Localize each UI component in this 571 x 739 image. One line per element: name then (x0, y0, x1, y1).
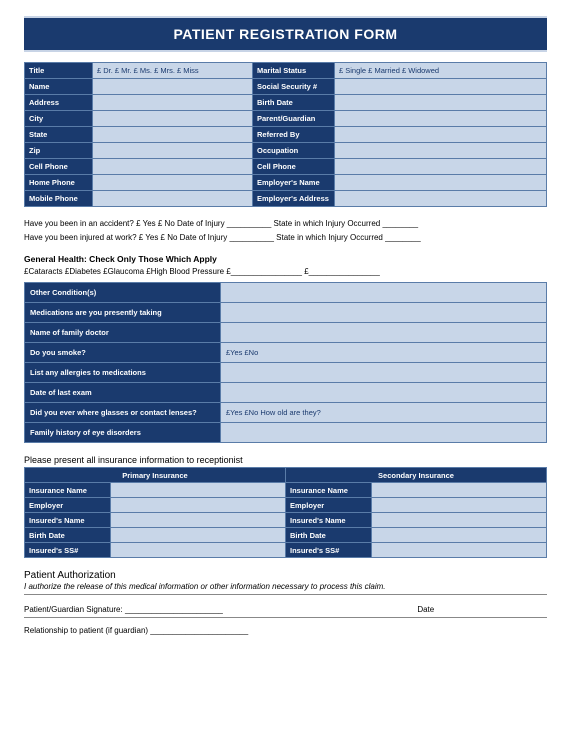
field-label: Birth Date (253, 95, 335, 111)
health-checkboxes[interactable]: £Cataracts £Diabetes £Glaucoma £High Blo… (24, 267, 547, 276)
health-value[interactable] (221, 423, 547, 443)
field-label: Mobile Phone (25, 191, 93, 207)
field-value[interactable] (93, 191, 253, 207)
field-value[interactable] (93, 159, 253, 175)
ins-value[interactable] (110, 513, 285, 528)
health-label: Family history of eye disorders (25, 423, 221, 443)
field-value[interactable] (335, 175, 547, 191)
ins-value[interactable] (371, 483, 546, 498)
ins-label: Birth Date (285, 528, 371, 543)
ins-label: Insurance Name (25, 483, 111, 498)
field-label: Referred By (253, 127, 335, 143)
authorization-text: I authorize the release of this medical … (24, 582, 547, 595)
health-label: Date of last exam (25, 383, 221, 403)
field-value[interactable] (93, 175, 253, 191)
health-value[interactable] (221, 383, 547, 403)
ins-value[interactable] (110, 543, 285, 558)
field-label: Zip (25, 143, 93, 159)
authorization-header: Patient Authorization (24, 570, 547, 581)
secondary-insurance-header: Secondary Insurance (285, 468, 546, 483)
field-label: Home Phone (25, 175, 93, 191)
primary-insurance-header: Primary Insurance (25, 468, 286, 483)
ins-label: Employer (285, 498, 371, 513)
field-value[interactable] (93, 143, 253, 159)
field-label: Social Security # (253, 79, 335, 95)
field-value[interactable] (93, 111, 253, 127)
field-label: Cell Phone (253, 159, 335, 175)
ins-label: Employer (25, 498, 111, 513)
general-health-header: General Health: Check Only Those Which A… (24, 254, 547, 264)
ins-value[interactable] (110, 528, 285, 543)
field-value[interactable] (335, 143, 547, 159)
ins-value[interactable] (371, 498, 546, 513)
health-value[interactable] (221, 283, 547, 303)
field-label: State (25, 127, 93, 143)
field-label: Title (25, 63, 93, 79)
patient-info-table: Title£ Dr. £ Mr. £ Ms. £ Mrs. £ MissMari… (24, 62, 547, 207)
question-work-injury: Have you been injured at work? £ Yes £ N… (24, 231, 547, 245)
field-label: Marital Status (253, 63, 335, 79)
field-value[interactable] (335, 191, 547, 207)
field-value[interactable] (335, 79, 547, 95)
field-label: Occupation (253, 143, 335, 159)
ins-label: Birth Date (25, 528, 111, 543)
field-value[interactable] (335, 127, 547, 143)
ins-value[interactable] (371, 513, 546, 528)
field-label: Employer's Name (253, 175, 335, 191)
field-label: City (25, 111, 93, 127)
field-label: Parent/Guardian (253, 111, 335, 127)
ins-value[interactable] (110, 483, 285, 498)
field-value[interactable] (335, 95, 547, 111)
field-label: Address (25, 95, 93, 111)
field-value[interactable] (93, 95, 253, 111)
field-value[interactable] (93, 79, 253, 95)
health-label: List any allergies to medications (25, 363, 221, 383)
health-value[interactable] (221, 363, 547, 383)
ins-label: Insurance Name (285, 483, 371, 498)
field-value[interactable] (335, 111, 547, 127)
field-value[interactable]: £ Dr. £ Mr. £ Ms. £ Mrs. £ Miss (93, 63, 253, 79)
field-value[interactable] (93, 127, 253, 143)
field-label: Name (25, 79, 93, 95)
ins-label: Insured's SS# (285, 543, 371, 558)
field-label: Employer's Address (253, 191, 335, 207)
relationship-label[interactable]: Relationship to patient (if guardian) __… (24, 626, 547, 635)
ins-label: Insured's Name (285, 513, 371, 528)
health-label: Medications are you presently taking (25, 303, 221, 323)
ins-value[interactable] (371, 543, 546, 558)
accident-questions: Have you been in an accident? £ Yes £ No… (24, 217, 547, 244)
health-label: Other Condition(s) (25, 283, 221, 303)
ins-value[interactable] (110, 498, 285, 513)
form-title: PATIENT REGISTRATION FORM (24, 18, 547, 50)
field-label: Cell Phone (25, 159, 93, 175)
insurance-header: Please present all insurance information… (24, 455, 547, 465)
insurance-table: Primary Insurance Secondary Insurance In… (24, 467, 547, 558)
health-value[interactable]: £Yes £No How old are they? (221, 403, 547, 423)
health-label: Do you smoke? (25, 343, 221, 363)
question-accident: Have you been in an accident? £ Yes £ No… (24, 217, 547, 231)
health-value[interactable] (221, 323, 547, 343)
health-table: Other Condition(s)Medications are you pr… (24, 282, 547, 443)
signature-row: Patient/Guardian Signature: ____________… (24, 605, 547, 614)
field-value[interactable]: £ Single £ Married £ Widowed (335, 63, 547, 79)
ins-value[interactable] (371, 528, 546, 543)
health-label: Name of family doctor (25, 323, 221, 343)
health-value[interactable] (221, 303, 547, 323)
ins-label: Insured's SS# (25, 543, 111, 558)
date-label: Date (417, 605, 434, 614)
health-label: Did you ever where glasses or contact le… (25, 403, 221, 423)
signature-label[interactable]: Patient/Guardian Signature: ____________… (24, 605, 223, 614)
field-value[interactable] (335, 159, 547, 175)
ins-label: Insured's Name (25, 513, 111, 528)
health-value[interactable]: £Yes £No (221, 343, 547, 363)
